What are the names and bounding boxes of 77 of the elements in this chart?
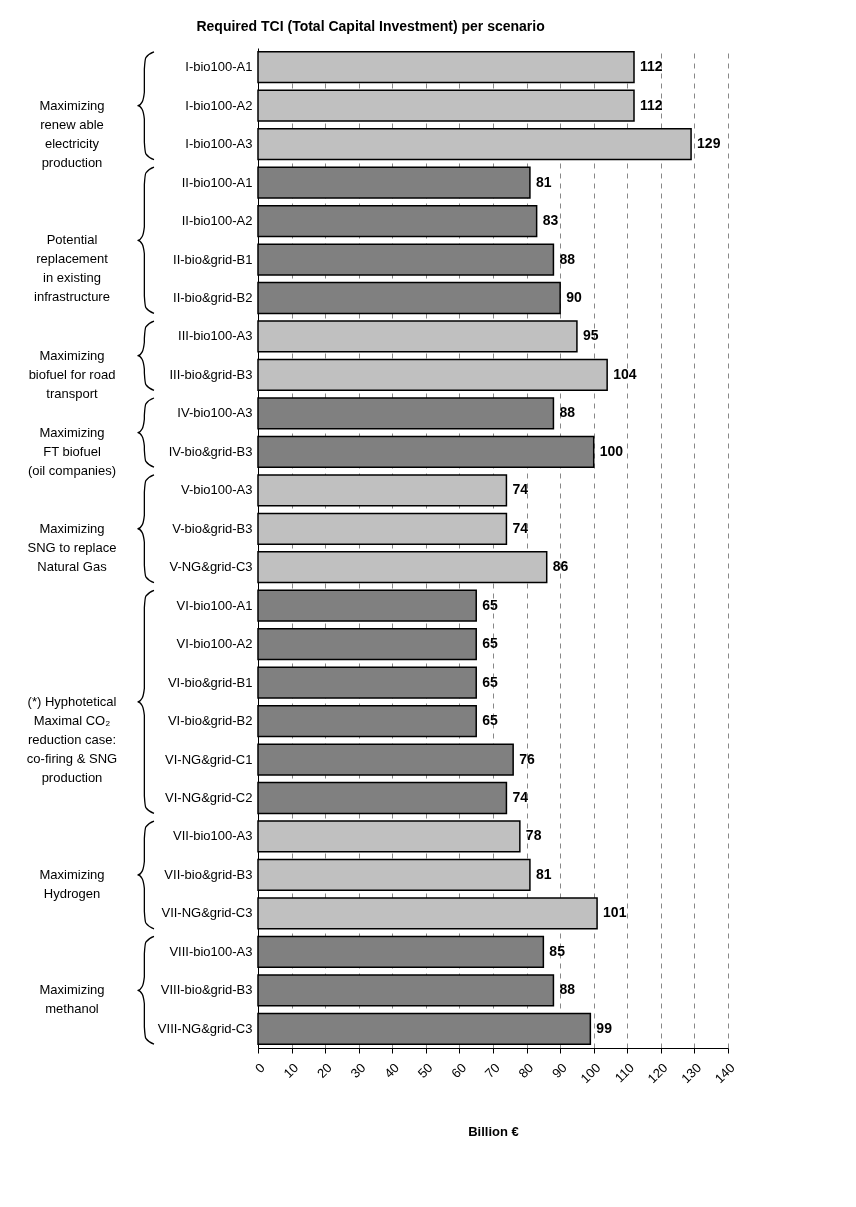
- text: Maximizing biofuel for road transport: [28, 347, 116, 401]
- text: Maximizing FT biofuel (oil companies): [27, 424, 117, 478]
- data-label: 65: [482, 596, 498, 613]
- data-label: 76: [519, 750, 535, 767]
- y-tick-label: I-bio100-A2: [185, 97, 253, 113]
- text: Maximizing SNG to replace Natural Gas: [27, 520, 117, 574]
- x-tick-label: 140: [711, 1060, 738, 1087]
- data-label: 85: [549, 942, 566, 959]
- y-tick-label: III-bio&grid-B3: [169, 366, 253, 382]
- data-label: 112: [640, 58, 663, 75]
- text: (*) Hyphotetical Maximal CO₂ reduction case: co-firing & SNG production: [26, 693, 118, 785]
- data-label: 65: [482, 673, 498, 690]
- y-tick-label: VII-bio100-A3: [173, 828, 253, 844]
- y-tick-label: I-bio100-A1: [185, 59, 253, 75]
- data-label: 86: [552, 558, 569, 575]
- y-tick-label: V-bio&grid-B3: [172, 520, 253, 536]
- x-tick-label: 90: [549, 1060, 570, 1081]
- data-label: 78: [525, 827, 542, 844]
- data-label: 65: [482, 635, 498, 652]
- y-tick-label: II-bio100-A1: [181, 174, 253, 190]
- y-tick-label: VI-NG&grid-C1: [165, 751, 253, 767]
- data-label: 112: [640, 96, 663, 113]
- data-label: 88: [559, 981, 576, 998]
- data-label: 101: [603, 904, 627, 921]
- data-label: 99: [596, 1019, 613, 1036]
- x-tick-label: 120: [644, 1060, 671, 1087]
- y-tick-label: II-bio&grid-B2: [173, 290, 253, 305]
- data-label: 65: [482, 712, 498, 729]
- x-tick-label: 10: [280, 1060, 302, 1081]
- x-tick-label: 0: [251, 1060, 268, 1076]
- data-label: 88: [559, 250, 576, 267]
- x-tick-label: 50: [414, 1060, 436, 1081]
- y-tick-label: VII-NG&grid-C3: [161, 905, 253, 921]
- y-tick-label: VIII-bio100-A3: [169, 943, 253, 959]
- y-tick-label: II-bio100-A2: [181, 213, 253, 229]
- chart-title: Required TCI (Total Capital Investment) per scenario: [196, 18, 545, 34]
- data-label: 129: [697, 135, 721, 152]
- x-tick-label: 40: [381, 1060, 402, 1081]
- y-tick-label: VI-bio100-A2: [176, 636, 253, 652]
- y-tick-label: VI-bio&grid-B1: [167, 674, 253, 690]
- x-tick-label: 80: [515, 1060, 537, 1081]
- data-label: 74: [512, 519, 529, 536]
- x-axis-title: Billion €: [468, 1124, 519, 1140]
- data-label: 104: [613, 365, 637, 382]
- y-tick-label: I-bio100-A3: [185, 136, 253, 152]
- y-tick-label: V-bio100-A3: [180, 482, 253, 498]
- y-tick-label: VI-bio100-A1: [176, 597, 253, 613]
- y-tick-label: VIII-NG&grid-C3: [157, 1020, 253, 1036]
- y-tick-label: VI-NG&grid-C2: [165, 790, 253, 805]
- y-tick-label: II-bio&grid-B1: [173, 251, 253, 267]
- text: Maximizing Hydrogen: [39, 866, 105, 901]
- y-tick-label: VI-bio&grid-B2: [167, 713, 253, 729]
- data-label: 74: [512, 481, 529, 498]
- data-label: 74: [512, 789, 529, 805]
- data-label: 90: [566, 289, 582, 305]
- data-label: 100: [599, 442, 624, 459]
- y-tick-label: IV-bio&grid-B3: [168, 443, 253, 459]
- y-tick-label: V-NG&grid-C3: [169, 559, 253, 575]
- text: Maximizing methanol: [39, 982, 105, 1017]
- y-tick-label: III-bio100-A3: [178, 328, 253, 344]
- text: Maximizing renew able electricity production: [39, 97, 105, 170]
- data-label: 95: [582, 327, 599, 344]
- x-tick-label: 70: [481, 1060, 503, 1081]
- x-tick-label: 130: [678, 1060, 705, 1087]
- y-tick-label: VII-bio&grid-B3: [164, 866, 253, 882]
- y-tick-label: VIII-bio&grid-B3: [160, 982, 253, 998]
- x-tick-label: 20: [314, 1060, 335, 1081]
- data-label: 88: [559, 404, 576, 421]
- x-tick-label: 30: [347, 1060, 369, 1081]
- y-tick-label: IV-bio100-A3: [177, 405, 253, 421]
- text: Potential replacement in existing infrastructure: [34, 232, 110, 305]
- data-label: 81: [535, 173, 552, 190]
- x-tick-label: 100: [577, 1060, 604, 1087]
- data-label: 83: [542, 212, 559, 229]
- x-tick-label: 110: [611, 1060, 637, 1086]
- x-tick-label: 60: [448, 1060, 470, 1081]
- data-label: 81: [535, 865, 552, 882]
